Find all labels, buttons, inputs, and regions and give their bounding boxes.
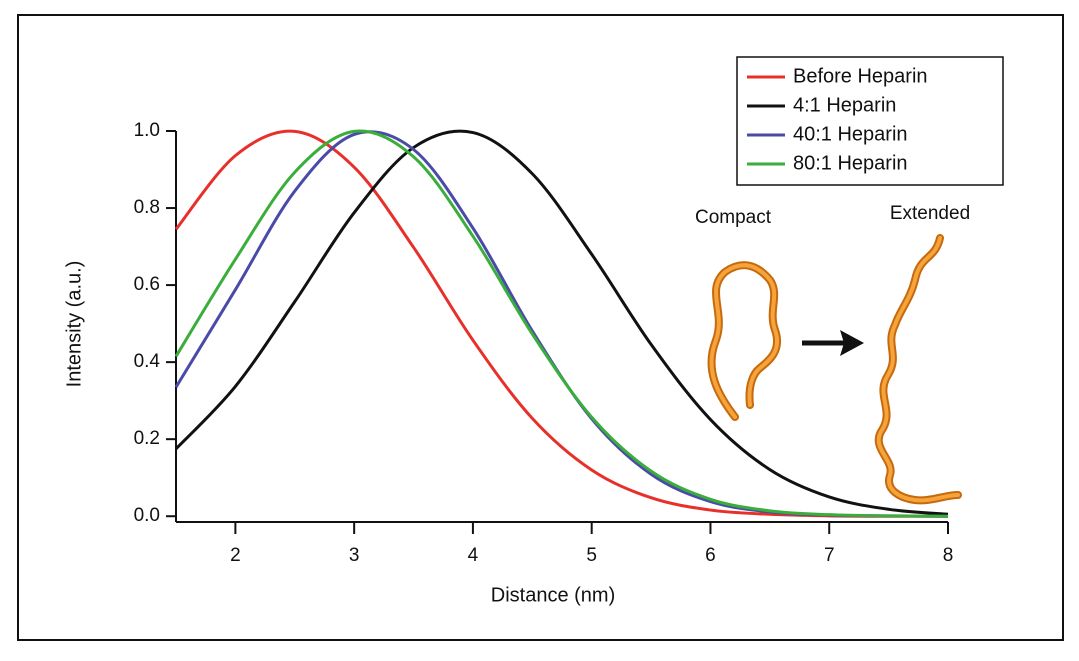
- x-tick-label: 5: [586, 545, 597, 566]
- y-tick-label: 0.8: [134, 197, 160, 218]
- y-axis-label: Intensity (a.u.): [63, 261, 85, 388]
- legend-label: 4:1 Heparin: [793, 94, 896, 116]
- protein-extended: [874, 234, 962, 505]
- y-tick-label: 0.0: [134, 505, 160, 526]
- y-tick-label: 0.2: [134, 428, 160, 449]
- x-tick-label: 3: [349, 545, 360, 566]
- y-tick-label: 0.6: [134, 274, 160, 295]
- legend-label: 40:1 Heparin: [793, 123, 908, 145]
- y-tick-label: 1.0: [134, 120, 160, 141]
- x-tick-label: 8: [943, 545, 954, 566]
- annotation: Extended: [890, 203, 970, 224]
- x-tick-label: 6: [705, 545, 716, 566]
- annotation: Compact: [695, 207, 772, 228]
- legend-label: Before Heparin: [793, 65, 928, 87]
- x-tick-label: 2: [230, 545, 241, 566]
- legend-label: 80:1 Heparin: [793, 152, 908, 174]
- data-line: [174, 129, 949, 518]
- protein-compact: [707, 261, 782, 421]
- data-line: [174, 129, 949, 516]
- arrow-head: [840, 330, 864, 356]
- x-tick-label: 4: [468, 545, 479, 566]
- x-tick-label: 7: [824, 545, 835, 566]
- y-tick-label: 0.4: [134, 351, 161, 372]
- x-axis-label: Distance (nm): [491, 584, 615, 606]
